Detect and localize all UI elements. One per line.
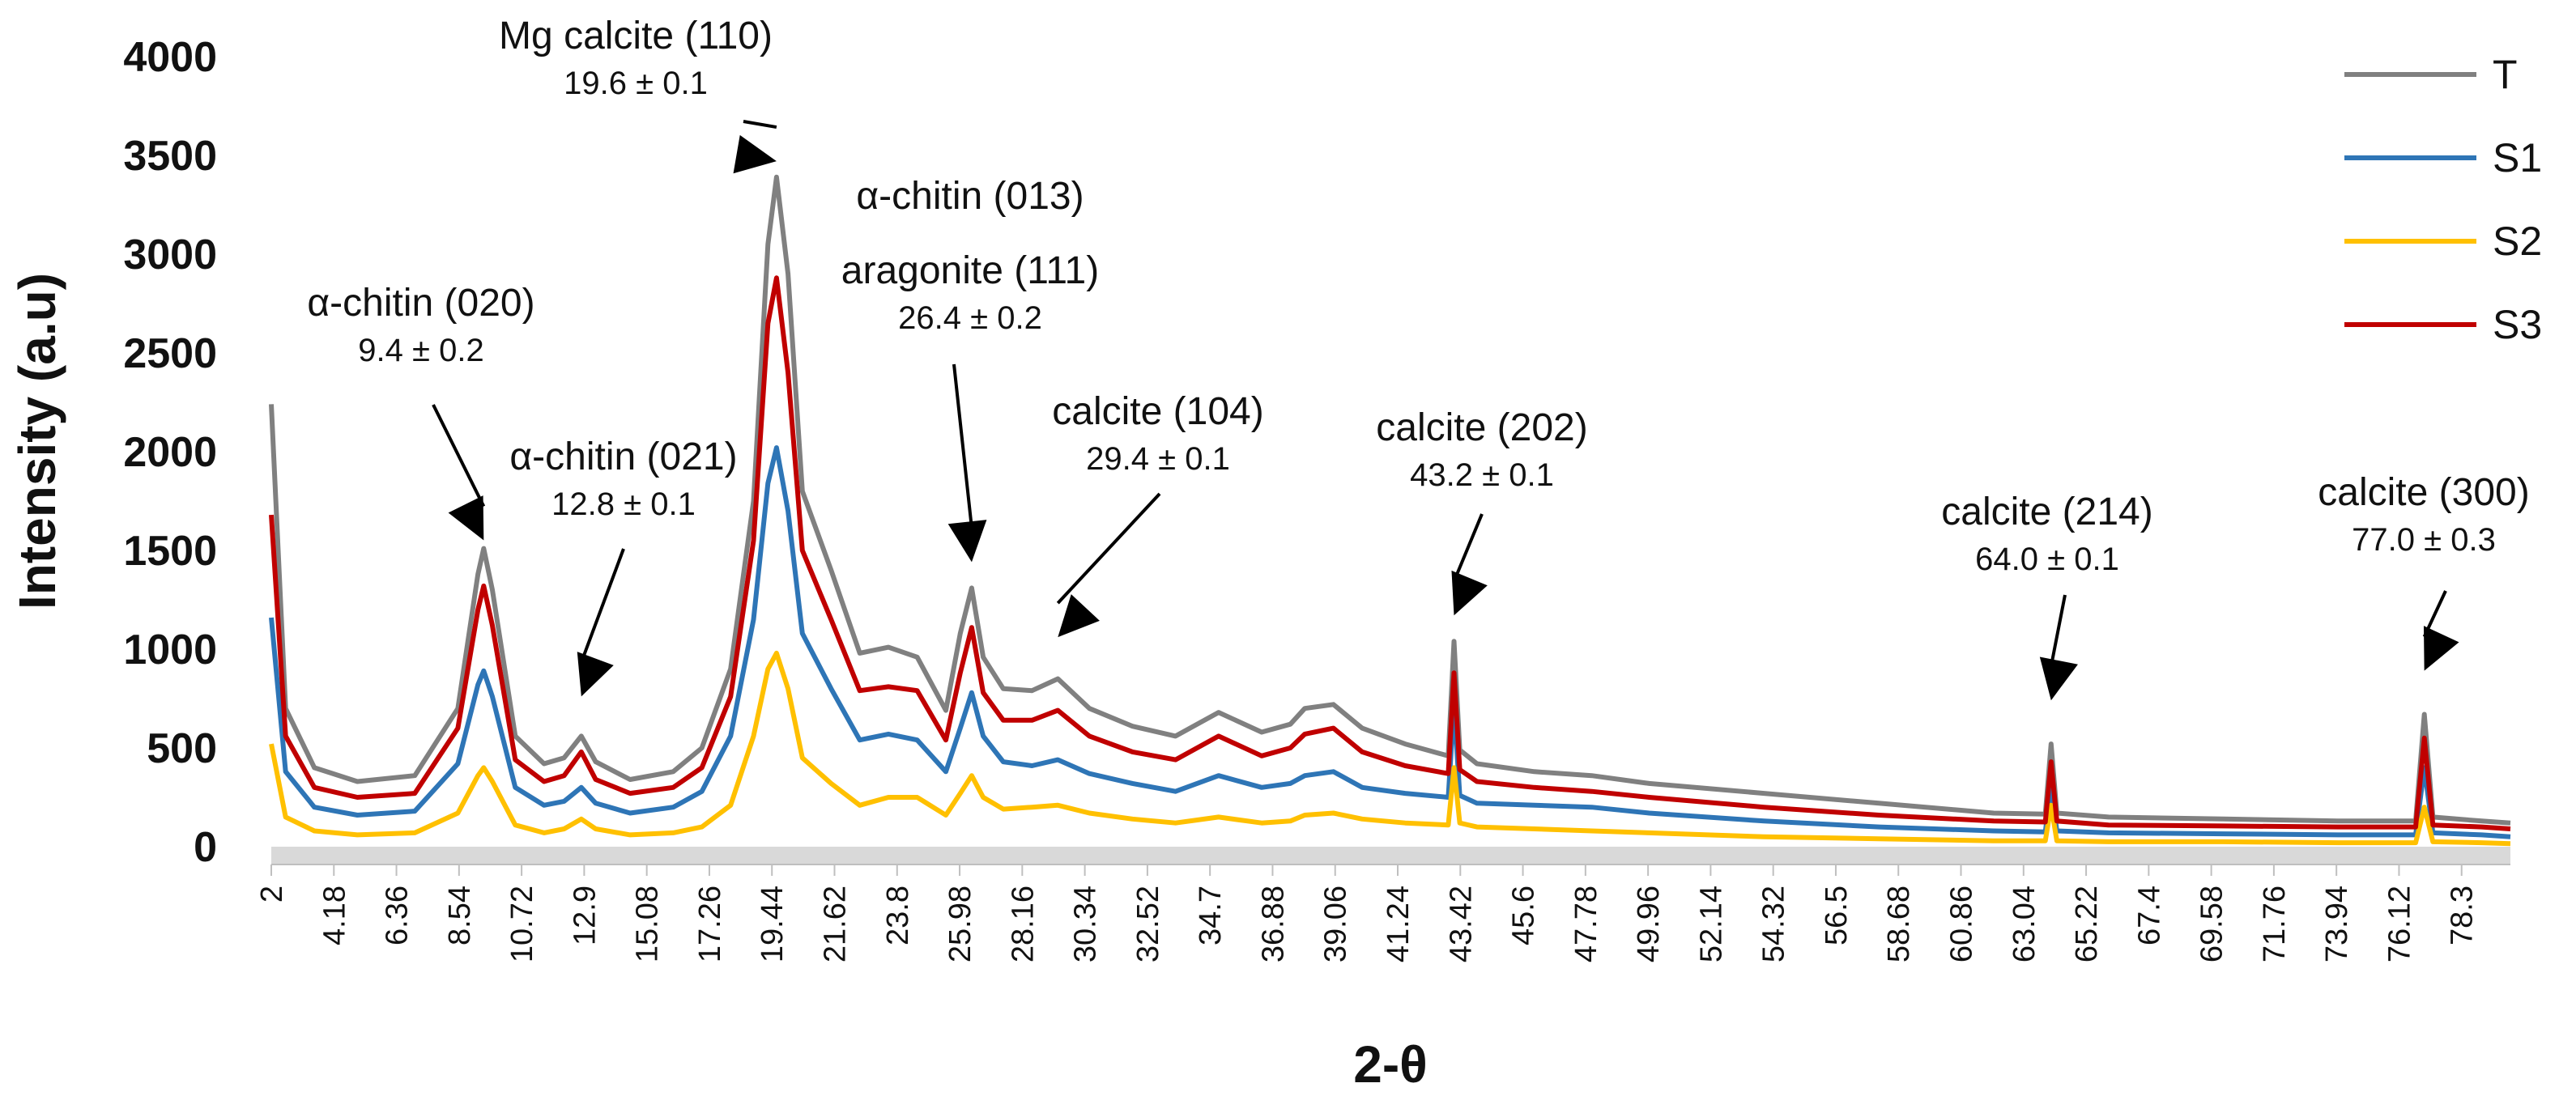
annotation-value: 64.0 ± 0.1	[1975, 542, 2119, 577]
annotation-value: 29.4 ± 0.1	[1086, 441, 1230, 477]
x-tick-label: 60.86	[1945, 886, 1979, 962]
annotation-arrow	[579, 548, 625, 664]
annotation-value: 19.6 ± 0.1	[564, 66, 708, 101]
x-axis: 2 4.18 6.36 8.54 10.72 12.9 15.08 17.26 19.44 21.…	[255, 864, 2510, 962]
x-tick-label: 47.78	[1569, 886, 1603, 962]
x-tick-label: 63.04	[2008, 886, 2042, 962]
y-tick-label: 3000	[123, 232, 217, 278]
annotation-label: α-chitin (020)	[307, 282, 534, 325]
y-tick-label: 2000	[123, 429, 217, 476]
series-line-s2	[269, 650, 2511, 847]
x-tick-label: 52.14	[1694, 886, 1728, 962]
x-tick-label: 76.12	[2382, 886, 2416, 962]
x-tick-label: 19.44	[756, 886, 790, 962]
annotation-value: 77.0 ± 0.3	[2352, 522, 2496, 558]
annotation-arrowhead	[577, 652, 614, 697]
x-tick-label: 32.52	[1131, 886, 1165, 962]
annotation-label: calcite (214)	[1941, 491, 2152, 533]
annotation-arrow	[1452, 513, 1484, 583]
x-tick-label: 45.6	[1507, 886, 1541, 945]
annotation-value: 12.8 ± 0.1	[551, 486, 696, 522]
annotation-label: aragonite (111)	[841, 249, 1099, 292]
x-tick-label: 65.22	[2070, 886, 2104, 962]
annotation-label: calcite (104)	[1052, 390, 1263, 433]
annotation-arrowhead	[2423, 626, 2459, 671]
series-line-s3	[269, 275, 2511, 831]
annotation-arrow	[1056, 492, 1161, 605]
y-tick-label: 1000	[123, 627, 217, 673]
y-tick-label: 4000	[123, 34, 217, 81]
plot-floor	[271, 847, 2510, 864]
annotation-arrow	[2049, 594, 2067, 667]
legend-label-s1: S1	[2493, 135, 2542, 181]
series-line-t	[269, 174, 2511, 826]
x-tick-label: 8.54	[443, 886, 477, 945]
x-tick-label: 49.96	[1632, 886, 1666, 962]
annotation-arrow	[743, 120, 777, 130]
x-tick-label: 10.72	[505, 886, 539, 962]
x-tick-label: 69.58	[2195, 886, 2229, 962]
annotation-arrowhead	[1058, 594, 1100, 638]
annotation-arrowhead	[947, 520, 987, 563]
x-tick-label: 41.24	[1382, 886, 1416, 962]
annotation-label: calcite (202)	[1376, 406, 1587, 449]
y-tick-label: 0	[194, 824, 217, 871]
y-axis: 0 500 1000 1500 2000 2500 3000 3500 4000	[123, 34, 217, 871]
annotation-label: calcite (300)	[2318, 471, 2529, 514]
x-axis-title: 2-θ	[1353, 1035, 1428, 1094]
y-tick-label: 3500	[123, 133, 217, 180]
x-tick-label: 67.4	[2132, 886, 2166, 945]
legend: T S1 S2 S3	[2344, 52, 2542, 347]
annotation-arrow	[432, 404, 486, 508]
x-tick-label: 28.16	[1006, 886, 1040, 962]
x-tick-label: 36.88	[1256, 886, 1290, 962]
x-tick-label: 12.9	[568, 886, 602, 945]
annotation-arrowhead	[2039, 656, 2078, 701]
x-tick-label: 71.76	[2258, 886, 2292, 962]
annotation-arrowhead	[733, 134, 777, 174]
y-tick-label: 2500	[123, 330, 217, 377]
annotation-value: 9.4 ± 0.2	[358, 333, 483, 368]
annotation-label: α-chitin (013)	[856, 175, 1084, 218]
annotation-label: Mg calcite (110)	[499, 15, 773, 57]
x-tick-label: 23.8	[881, 886, 915, 945]
annotation-label: α-chitin (021)	[509, 435, 737, 478]
annotation-value: 26.4 ± 0.2	[898, 300, 1042, 336]
x-tick-label: 73.94	[2320, 886, 2354, 962]
x-tick-label: 2	[255, 886, 289, 903]
x-tick-label: 15.08	[631, 886, 665, 962]
x-tick-label: 54.32	[1757, 886, 1791, 962]
y-tick-label: 500	[147, 725, 217, 772]
x-tick-label: 17.26	[693, 886, 727, 962]
annotations: α-chitin (020) 9.4 ± 0.2 α-chitin (021) 12.…	[307, 15, 2530, 701]
legend-label-s3: S3	[2493, 302, 2542, 347]
legend-label-t: T	[2493, 52, 2518, 97]
x-tick-label: 56.5	[1820, 886, 1854, 945]
y-axis-title: Intensity (a.u)	[8, 273, 66, 610]
x-tick-label: 6.36	[381, 886, 415, 945]
x-tick-label: 30.34	[1069, 886, 1103, 962]
x-tick-label: 4.18	[317, 886, 351, 945]
y-tick-label: 1500	[123, 528, 217, 575]
annotation-value: 43.2 ± 0.1	[1410, 457, 1554, 493]
annotation-arrowhead	[448, 495, 484, 541]
x-tick-label: 21.62	[819, 886, 853, 962]
series-group	[269, 174, 2511, 847]
annotation-arrow	[952, 363, 973, 529]
annotation-arrowhead	[1451, 570, 1488, 616]
legend-label-s2: S2	[2493, 219, 2542, 264]
x-tick-label: 34.7	[1194, 886, 1228, 945]
series-line-s1	[269, 445, 2511, 839]
x-tick-label: 25.98	[943, 886, 977, 962]
x-tick-label: 58.68	[1882, 886, 1916, 962]
x-tick-label: 78.3	[2446, 886, 2480, 945]
x-tick-label: 43.42	[1444, 886, 1478, 962]
x-tick-label: 39.06	[1319, 886, 1353, 962]
